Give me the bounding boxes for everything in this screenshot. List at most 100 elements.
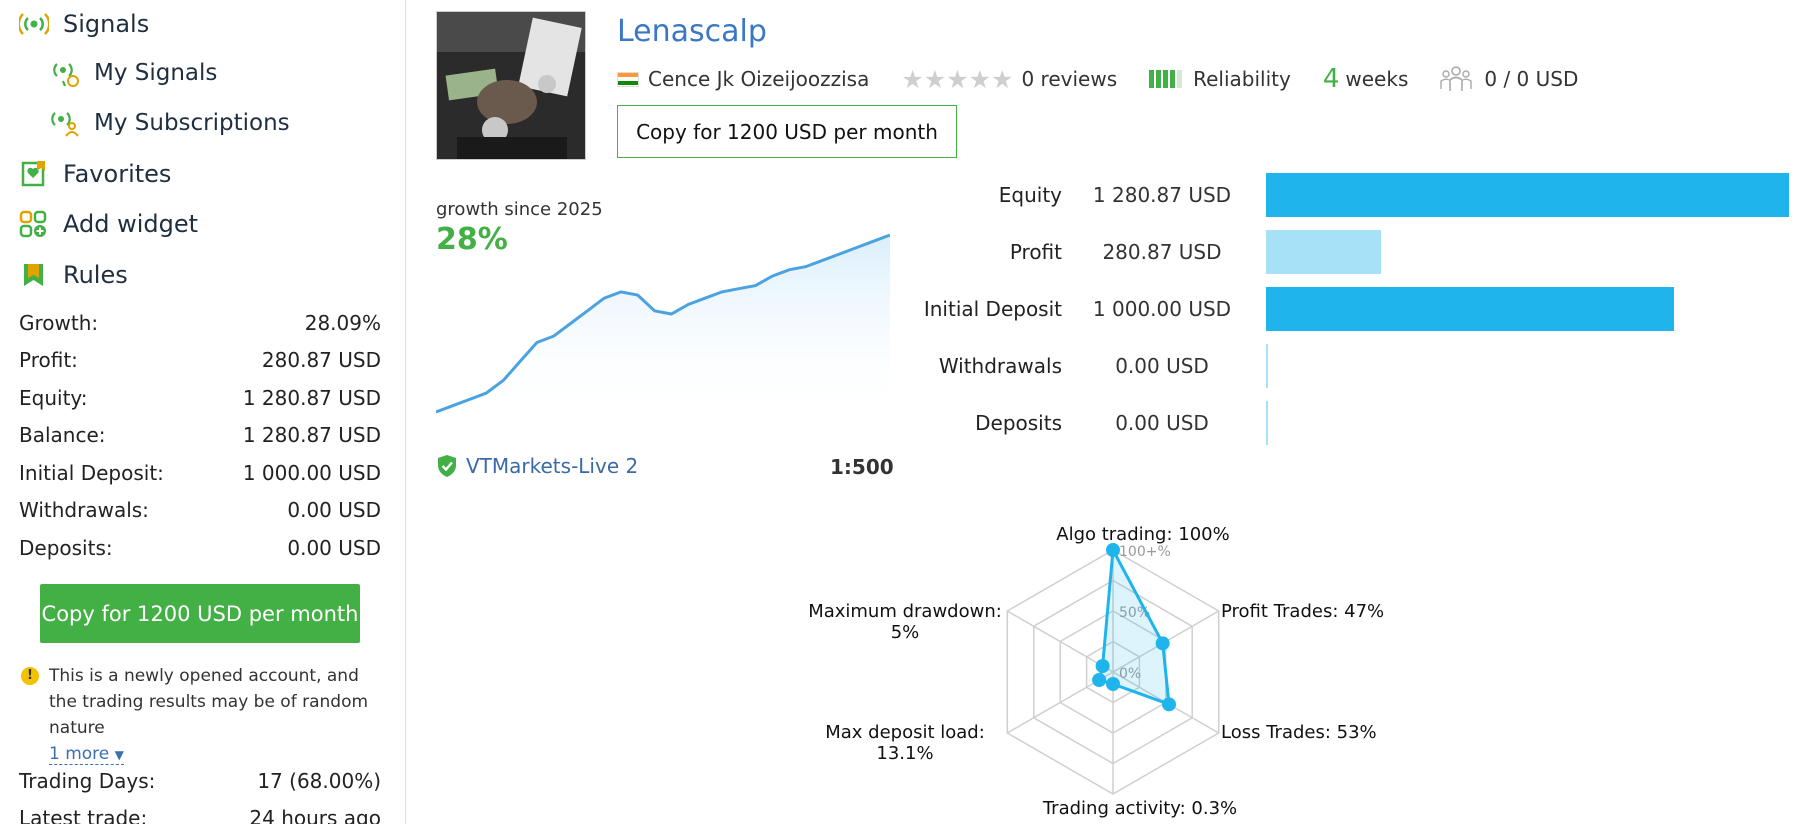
equity-row: Profit 280.87 USD (880, 230, 1800, 274)
more-link-label: 1 more (49, 744, 110, 764)
stat-equity: Equity: 1 280.87 USD (19, 379, 381, 417)
stat-label: Equity: (19, 385, 88, 410)
warning-icon: ! (21, 667, 39, 685)
rules-icon (24, 264, 43, 286)
nav-label: Rules (63, 261, 128, 289)
stat-growth: Growth: 28.09% (19, 304, 381, 342)
equity-row: Deposits 0.00 USD (880, 401, 1800, 445)
stat-latest-trade: Latest trade: 24 hours ago (19, 800, 381, 824)
radar-point (1161, 697, 1176, 712)
nav-label: Add widget (63, 210, 199, 238)
radar-tick-label: 100+% (1119, 544, 1171, 560)
stat-value: 24 hours ago (249, 806, 381, 824)
my-signals-icon (53, 63, 79, 87)
equity-bar-track (1266, 287, 1789, 331)
weeks-number: 4 (1322, 64, 1340, 94)
subscriptions-icon (51, 112, 79, 137)
subscribers-value: 0 / 0 USD (1484, 67, 1579, 91)
stat-value: 28.09% (304, 310, 381, 335)
nav-signals[interactable]: Signals (19, 10, 149, 38)
radar-axis-label: Trading activity: 0.3% (1042, 798, 1238, 819)
reliability-bars-icon (1149, 70, 1184, 88)
equity-bar-track (1266, 344, 1789, 388)
nav-label: Favorites (63, 160, 172, 188)
radar-chart: 100+% 50% 0% (1006, 543, 1220, 795)
equity-row: Withdrawals 0.00 USD (880, 344, 1800, 388)
equity-row: Equity 1 280.87 USD (880, 173, 1800, 217)
subscribers-icon (1440, 66, 1473, 91)
stat-value: 1 000.00 USD (242, 460, 381, 485)
author-name: Cence Jk Oizeijoozzisa (648, 67, 870, 91)
nav-add-widget[interactable]: Add widget (19, 210, 198, 238)
equity-bar (1266, 401, 1268, 445)
radar-point (1106, 543, 1120, 557)
reviews-count: 0 reviews (1021, 67, 1118, 91)
equity-bar-track (1266, 173, 1789, 217)
equity-bar (1266, 344, 1268, 388)
stat-value: 1 280.87 USD (242, 423, 381, 448)
notice-text: This is a newly opened account, and the … (49, 666, 369, 738)
nav-rules[interactable]: Rules (19, 261, 128, 289)
stat-label: Deposits: (19, 535, 113, 560)
equity-row-label: Equity (998, 183, 1062, 207)
radar-axis-label: Loss Trades: 53% (1221, 722, 1377, 743)
stat-initial-deposit: Initial Deposit: 1 000.00 USD (19, 454, 381, 492)
stat-trading-days: Trading Days: 17 (68.00%) (19, 762, 381, 800)
nav-my-subscriptions[interactable]: My Subscriptions (50, 109, 290, 137)
signal-title[interactable]: Lenascalp (617, 14, 767, 49)
equity-row-value: 280.87 USD (1102, 240, 1222, 264)
verified-shield-icon (438, 455, 456, 477)
equity-row-label: Withdrawals (938, 354, 1062, 378)
nav-favorites[interactable]: Favorites (19, 160, 171, 188)
equity-bar-track (1266, 401, 1789, 445)
growth-line (436, 233, 890, 414)
stat-value: 0.00 USD (287, 535, 381, 560)
reviews[interactable]: ★ ★ ★ ★ ★ 0 reviews (901, 67, 1117, 92)
new-account-notice: ! This is a newly opened account, and th… (21, 663, 386, 768)
star-rating-icon: ★ ★ ★ ★ ★ (901, 64, 1014, 94)
stat-value: 0.00 USD (287, 498, 381, 523)
broker-link[interactable]: VTMarkets-Live 2 (436, 454, 638, 478)
author-avatar[interactable] (436, 11, 586, 160)
favorites-icon (21, 161, 45, 187)
broker-name: VTMarkets-Live 2 (466, 454, 639, 478)
growth-chart (436, 233, 890, 420)
equity-row-label: Initial Deposit (923, 297, 1062, 321)
nav-label: Signals (63, 10, 150, 38)
more-link[interactable]: 1 more ▼ (49, 744, 124, 765)
radar-axis-label: Max deposit load: 13.1% (825, 722, 985, 764)
equity-row-label: Deposits (975, 411, 1062, 435)
stat-balance: Balance: 1 280.87 USD (19, 417, 381, 455)
signal-icon (19, 13, 49, 35)
growth-area (436, 235, 890, 420)
nav-label: My Subscriptions (94, 110, 290, 136)
stat-label: Profit: (19, 348, 78, 373)
stat-deposits: Deposits: 0.00 USD (19, 529, 381, 567)
radar-axis-label: Algo trading: 100% (1056, 524, 1230, 545)
stats-list-2: Trading Days: 17 (68.00%) Latest trade: 24… (19, 762, 381, 824)
stat-label: Initial Deposit: (19, 460, 164, 485)
equity-bar (1266, 287, 1675, 331)
equity-bar (1266, 173, 1789, 217)
copy-signal-button[interactable]: Copy for 1200 USD per month (40, 584, 360, 643)
stat-label: Latest trade: (19, 806, 148, 824)
equity-row: Initial Deposit 1 000.00 USD (880, 287, 1800, 331)
stat-profit: Profit: 280.87 USD (19, 342, 381, 380)
stat-withdrawals: Withdrawals: 0.00 USD (19, 492, 381, 530)
subscribers: 0 / 0 USD (1440, 65, 1578, 93)
india-flag-icon (617, 71, 639, 87)
author-link[interactable]: Cence Jk Oizeijoozzisa (617, 67, 869, 91)
avatar-image (437, 12, 585, 159)
copy-signal-header-button[interactable]: Copy for 1200 USD per month (617, 105, 957, 158)
nav-my-signals[interactable]: My Signals (50, 59, 217, 87)
equity-bar-track (1266, 230, 1789, 274)
equity-bar (1266, 230, 1381, 274)
stat-value: 1 280.87 USD (242, 385, 381, 410)
equity-row-value: 0.00 USD (1115, 411, 1209, 435)
radar-point (1092, 672, 1107, 687)
radar-axis-label: Profit Trades: 47% (1221, 601, 1385, 622)
radar-axis (1006, 610, 1114, 673)
signal-age: 4 weeks (1323, 64, 1409, 94)
stats-list: Growth: 28.09% Profit: 280.87 USD Equity: 1… (19, 304, 381, 567)
stat-label: Trading Days: (19, 768, 156, 793)
